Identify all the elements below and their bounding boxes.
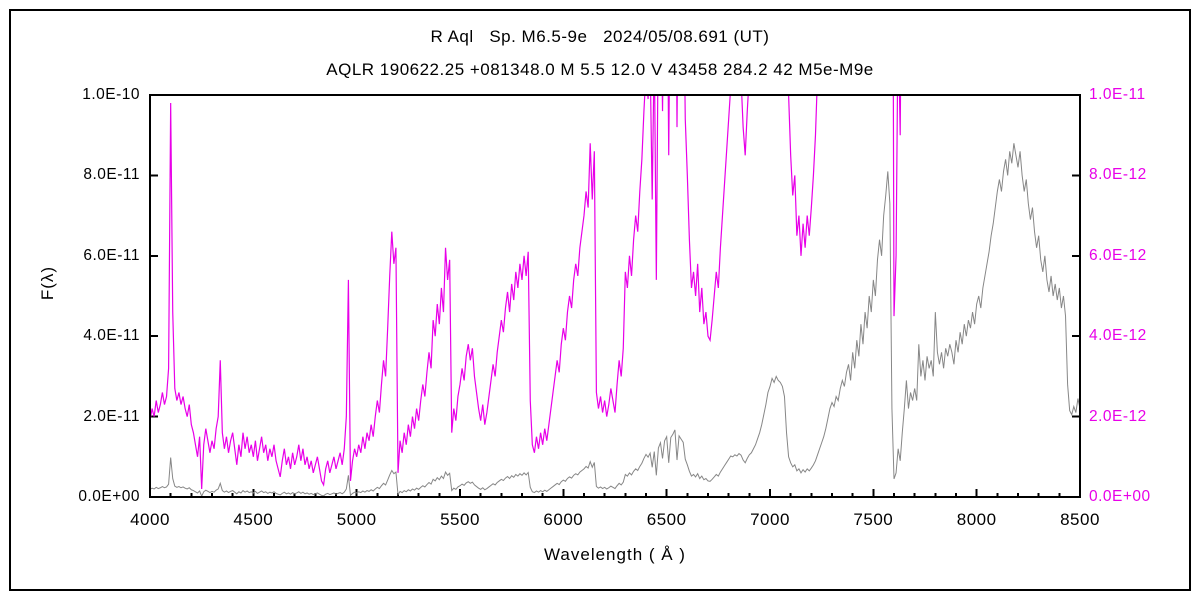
x-axis-title: Wavelength ( Å ) (544, 545, 686, 564)
right-axis-tick-label: 1.0E-11 (1089, 86, 1146, 103)
left-axis-tick-label: 2.0E-11 (83, 407, 140, 425)
plot-frame (149, 94, 1081, 498)
x-axis-tick-label: 5000 (336, 510, 377, 529)
x-axis-tick-label: 6000 (543, 510, 584, 529)
left-axis-tick-label: 1.0E-10 (82, 86, 140, 103)
x-axis-tick-label: 6500 (646, 510, 687, 529)
x-axis-tick-label: 8500 (1060, 510, 1100, 529)
right-axis-tick-label: 4.0E-12 (1089, 327, 1147, 345)
x-axis-tick-label: 5500 (440, 510, 480, 529)
spectrum-line-right-scale (150, 95, 902, 489)
right-axis-tick-label: 8.0E-12 (1089, 166, 1147, 184)
figure-border (9, 9, 1191, 591)
right-axis-tick-label: 2.0E-12 (1089, 407, 1147, 425)
axis-tick-marks (149, 94, 1081, 498)
spectrum-line-left-scale (150, 143, 1080, 497)
chart-subtitle: AQLR 190622.25 +081348.0 M 5.5 12.0 V 43… (326, 60, 874, 79)
right-axis-tick-label: 6.0E-12 (1089, 246, 1147, 264)
left-axis-tick-label: 0.0E+00 (78, 488, 140, 505)
x-axis-tick-label: 7500 (853, 510, 894, 529)
chart-title: R Aql Sp. M6.5-9e 2024/05/08.691 (UT) (430, 27, 770, 46)
left-axis-tick-label: 4.0E-11 (83, 327, 140, 345)
left-axis-tick-label: 6.0E-11 (83, 246, 140, 264)
x-axis-tick-label: 8000 (956, 510, 997, 529)
x-axis-tick-label: 4000 (130, 510, 170, 529)
y-axis-title: F(λ) (38, 265, 57, 301)
x-axis-tick-label: 7000 (750, 510, 790, 529)
right-axis-tick-label: 0.0E+00 (1089, 488, 1151, 505)
left-axis-tick-label: 8.0E-11 (83, 166, 140, 184)
x-axis-tick-label: 4500 (233, 510, 274, 529)
